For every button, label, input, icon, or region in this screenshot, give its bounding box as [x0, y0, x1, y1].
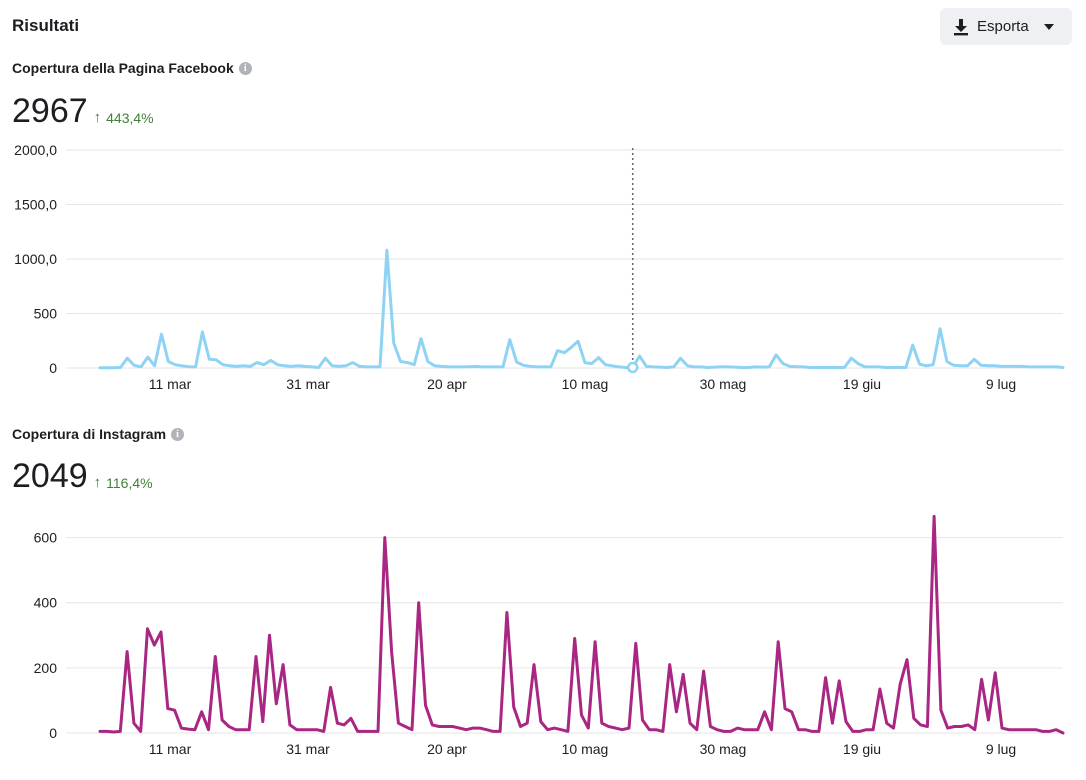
x-tick-label: 11 mar [149, 376, 192, 392]
y-tick-label: 2000,0 [14, 142, 57, 158]
export-button[interactable]: Esporta [940, 8, 1072, 45]
y-tick-label: 1000,0 [14, 251, 57, 267]
x-tick-label: 20 apr [427, 741, 467, 757]
info-icon[interactable]: i [171, 427, 185, 441]
facebook-change: ↑ 443,4% [94, 109, 154, 126]
instagram-title-text: Copertura di Instagram [12, 426, 167, 442]
y-tick-label: 0 [49, 725, 57, 741]
x-tick-label: 20 apr [427, 376, 467, 392]
info-icon[interactable]: i [238, 61, 252, 75]
instagram-reach-chart[interactable]: 0 200 400 600 11 mar 31 mar 20 apr 10 mag 30 mag… [0, 505, 1086, 775]
x-tick-label: 31 mar [286, 741, 330, 757]
x-tick-label: 10 mag [562, 741, 609, 757]
facebook-metric: 2967 ↑ 443,4% [12, 94, 154, 128]
y-tick-label: 200 [34, 660, 58, 676]
x-tick-label: 31 mar [286, 376, 330, 392]
facebook-series-line[interactable] [98, 248, 1065, 370]
y-tick-label: 400 [34, 595, 58, 611]
y-tick-label: 600 [34, 530, 58, 546]
facebook-reach-value: 2967 [12, 92, 88, 130]
caret-down-icon [1043, 23, 1054, 30]
x-tick-label: 30 mag [700, 741, 747, 757]
facebook-title-text: Copertura della Pagina Facebook [12, 60, 234, 76]
hover-point-marker[interactable] [626, 361, 639, 374]
arrow-up-icon: ↑ [93, 109, 102, 126]
instagram-series-line[interactable] [98, 514, 1065, 735]
facebook-change-value: 443,4% [106, 109, 154, 126]
x-tick-label: 10 mag [562, 376, 609, 392]
instagram-change-value: 116,4% [106, 474, 153, 491]
facebook-section-title: Copertura della Pagina Facebook i [12, 60, 252, 76]
x-tick-label: 9 lug [986, 376, 1016, 392]
page-title: Risultati [12, 16, 80, 35]
instagram-section-title: Copertura di Instagram i [12, 426, 185, 442]
instagram-reach-value: 2049 [12, 457, 88, 495]
x-tick-label: 19 giu [843, 376, 881, 392]
y-tick-label: 500 [34, 306, 58, 322]
x-tick-label: 19 giu [843, 741, 881, 757]
facebook-reach-chart[interactable]: 0 500 1000,0 1500,0 2000,0 11 mar 31 mar 20 apr… [0, 140, 1086, 392]
download-icon [954, 18, 968, 35]
export-button-label: Esporta [977, 18, 1029, 35]
instagram-change: ↑ 116,4% [94, 474, 153, 491]
x-tick-label: 30 mag [700, 376, 747, 392]
y-tick-label: 0 [49, 360, 57, 376]
results-header: Risultati Esporta [0, 0, 1086, 56]
x-tick-label: 11 mar [149, 741, 192, 757]
y-tick-label: 1500,0 [14, 197, 57, 213]
arrow-up-icon: ↑ [93, 474, 102, 491]
x-tick-label: 9 lug [986, 741, 1016, 757]
instagram-metric: 2049 ↑ 116,4% [12, 459, 153, 493]
